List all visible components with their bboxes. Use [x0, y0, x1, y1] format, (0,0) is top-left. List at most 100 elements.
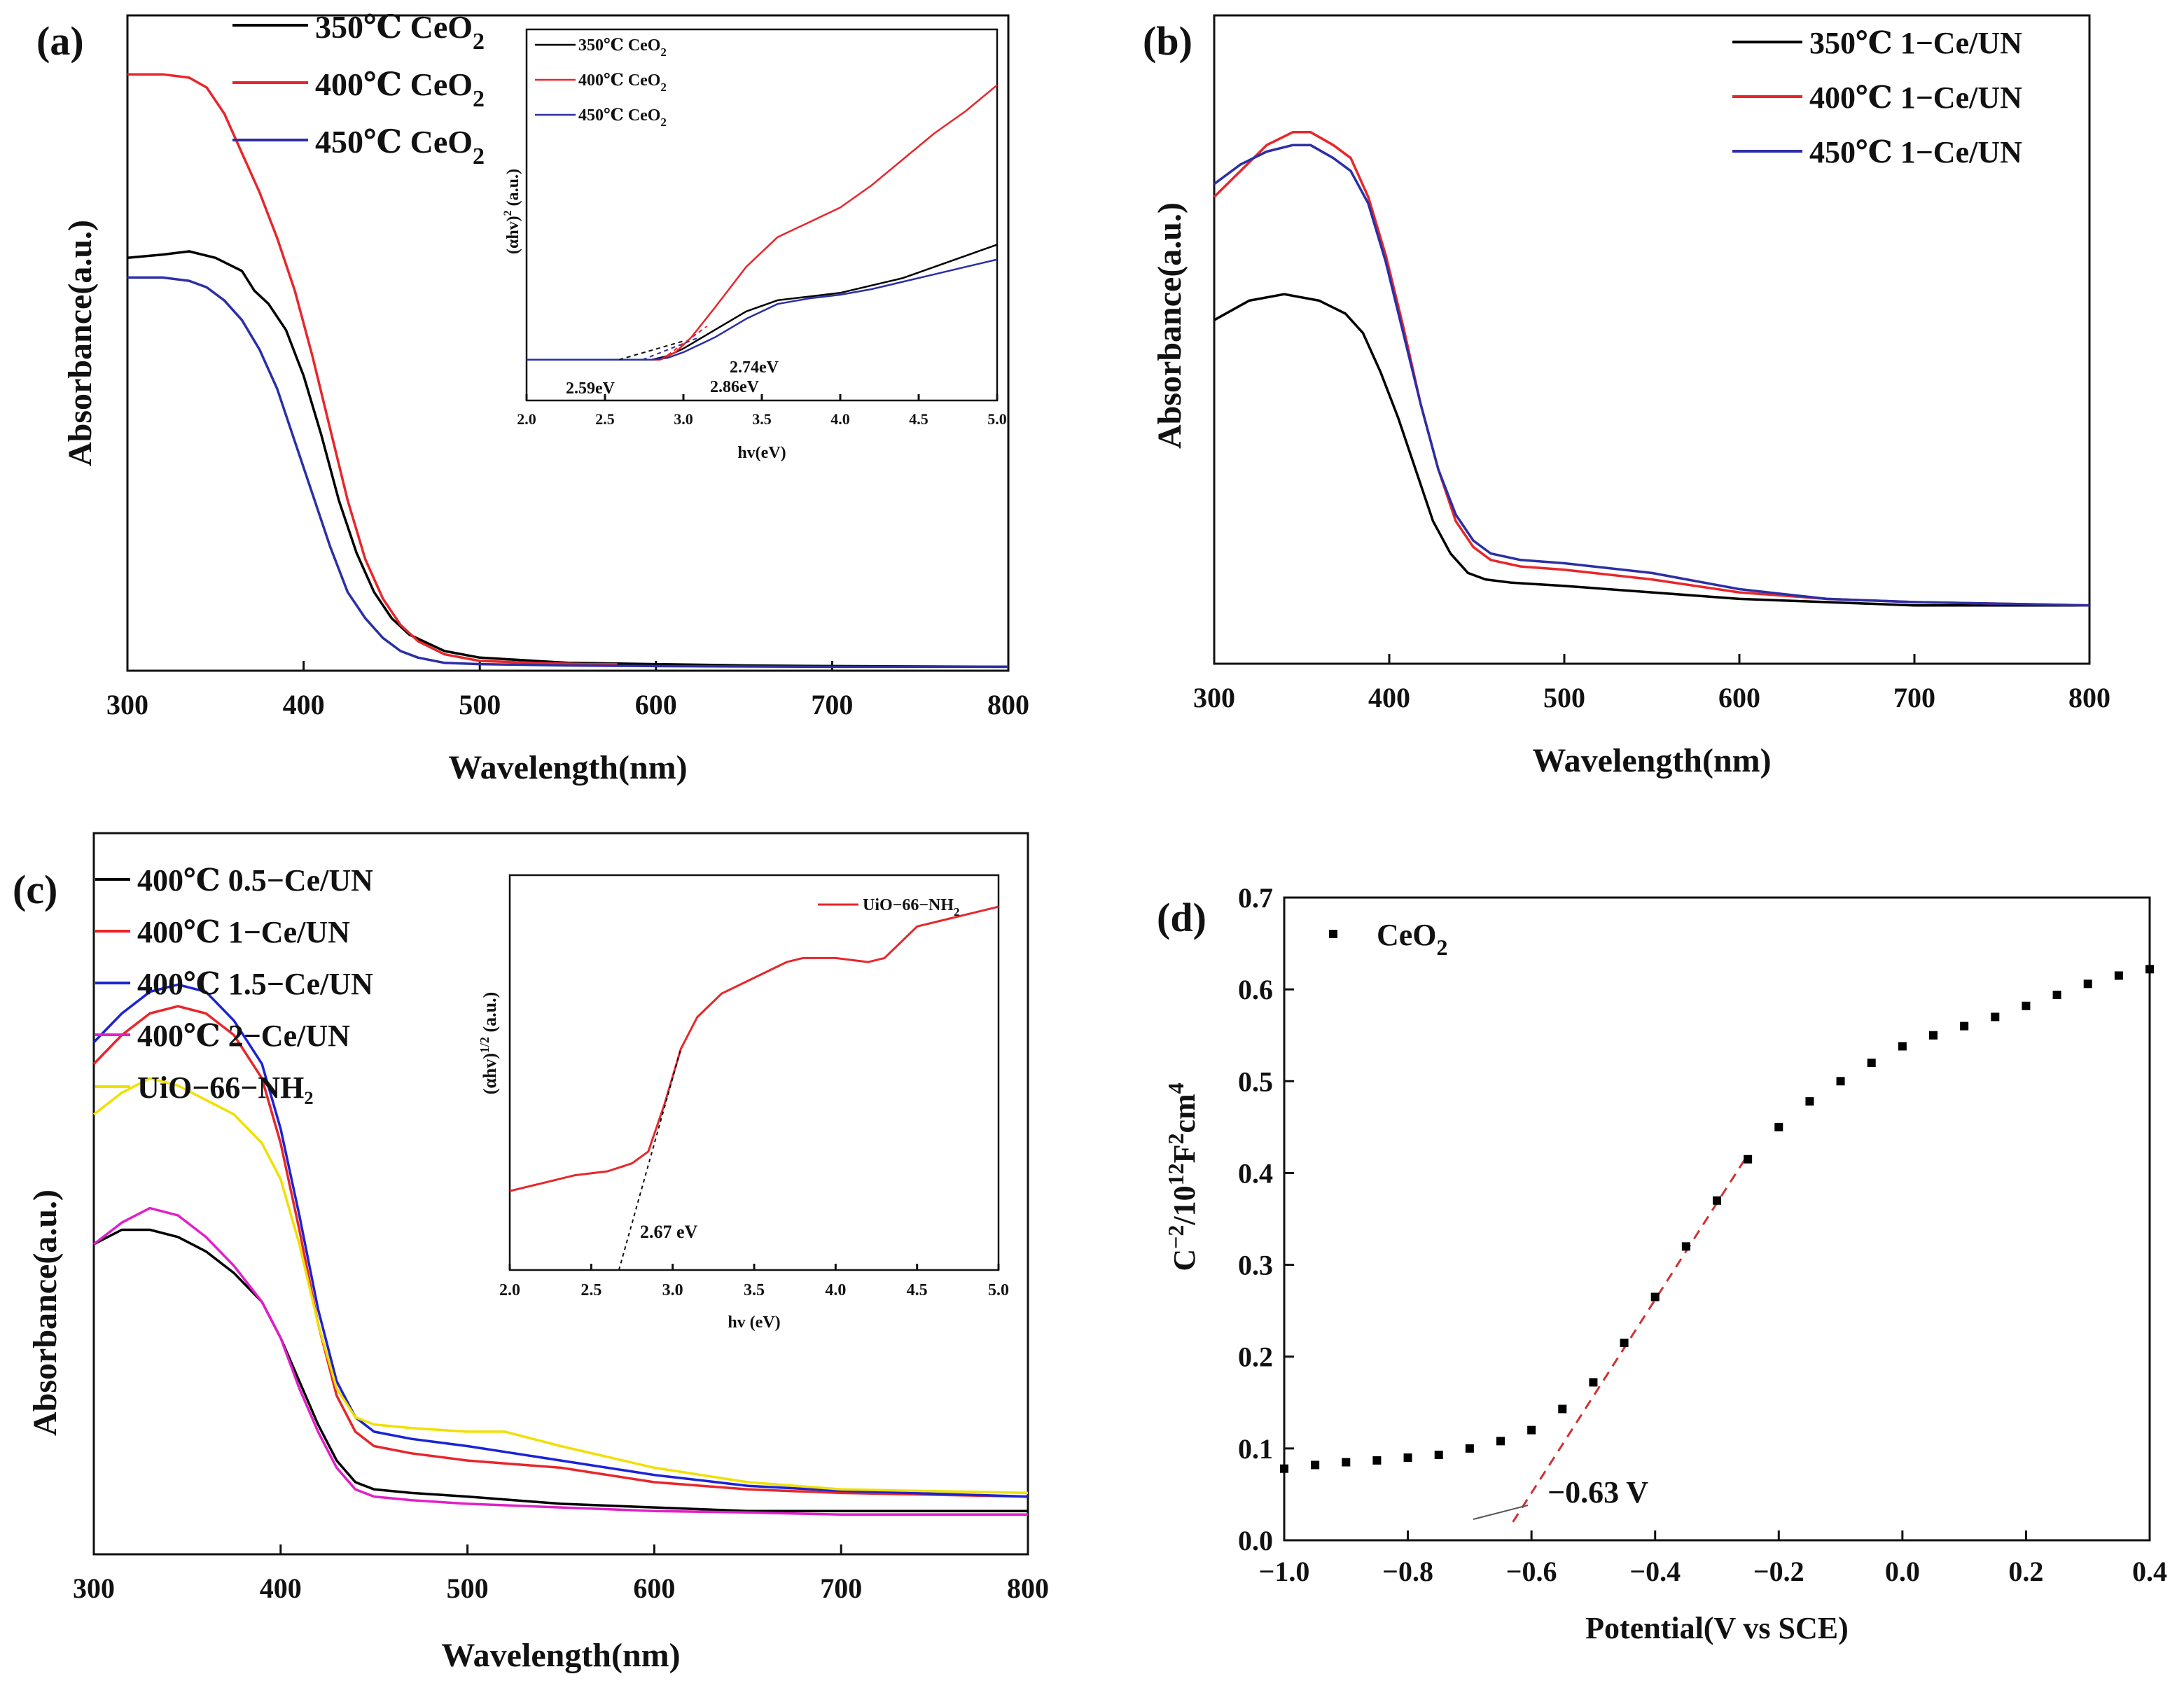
- data-point: [1805, 1097, 1814, 1106]
- y-axis-tick-label: 0.7: [1238, 882, 1273, 914]
- x-axis-label: Wavelength(nm): [448, 749, 687, 786]
- panel-label: (c): [13, 867, 57, 912]
- x-axis-tick-label: 300: [106, 689, 148, 720]
- x-axis-tick-label: 0.4: [2132, 1556, 2167, 1587]
- x-axis-tick-label: −1.0: [1259, 1556, 1310, 1587]
- x-axis-tick-label: 700: [1893, 682, 1935, 713]
- legend-entry: CeO2: [1377, 918, 1448, 960]
- legend-subscript: 2: [473, 144, 485, 169]
- plot-area: [1213, 14, 2091, 665]
- data-point: [1403, 1453, 1412, 1462]
- inset-legend-entry: 350℃ CeO2: [578, 36, 667, 59]
- y-axis-tick-label: 0.0: [1238, 1525, 1273, 1556]
- inset-tangent-line: [661, 326, 708, 361]
- annotation-text: −0.63 V: [1547, 1475, 1648, 1509]
- inset-x-axis-tick-label: 3.5: [752, 410, 772, 428]
- panel-b: (b) 300 400 500 600 700 800 Wavelength(nm) Absor…: [1143, 14, 2110, 779]
- legend-marker: [1329, 930, 1337, 938]
- inset-y-text: (αhv): [504, 216, 522, 254]
- inset-x-label: hv(eV): [737, 444, 786, 462]
- legend-entry: 400℃ 0.5−Ce/UN: [137, 863, 373, 898]
- data-point: [1527, 1425, 1536, 1435]
- plot-area: [92, 832, 1029, 1556]
- data-point: [2145, 965, 2154, 974]
- inset-frame: [508, 874, 1000, 1271]
- inset-y-unit: (a.u.): [504, 169, 522, 210]
- x-axis-tick-label: 300: [73, 1572, 115, 1604]
- x-axis-tick-label: 500: [1543, 682, 1585, 713]
- inset-legend-subscript: 2: [660, 81, 667, 94]
- data-point: [1311, 1460, 1320, 1470]
- inset-x-axis-tick-label: 5.0: [987, 410, 1007, 428]
- inset-x-axis-tick-label: 4.5: [907, 1281, 928, 1299]
- x-axis-tick-label: −0.6: [1506, 1556, 1557, 1587]
- x-axis-tick-label: −0.8: [1382, 1556, 1433, 1587]
- legend-entry: 400℃ CeO2: [315, 67, 485, 112]
- inset-x-axis-tick-label: 5.0: [988, 1281, 1009, 1299]
- x-axis-label: Potential(V vs SCE): [1585, 1611, 1849, 1645]
- x-axis-tick-label: 300: [1193, 682, 1235, 713]
- x-axis-tick-label: −0.4: [1629, 1556, 1681, 1587]
- data-point: [1744, 1155, 1753, 1164]
- y-label-sup2: 12: [1163, 1163, 1188, 1185]
- inset-y-label: (αhv)1/2 (a.u.): [478, 992, 500, 1095]
- data-point: [1434, 1451, 1443, 1460]
- inset-x-label: hv (eV): [728, 1313, 780, 1332]
- series-line-1: [1213, 130, 2090, 607]
- data-point: [2022, 1001, 2031, 1010]
- legend-entry: 400℃ 1.5−Ce/UN: [137, 967, 373, 1001]
- inset-annotation: 2.86eV: [710, 378, 760, 396]
- inset-y-unit: (a.u.): [480, 992, 500, 1037]
- data-point: [1589, 1378, 1598, 1387]
- x-axis-tick-label: 800: [987, 689, 1029, 720]
- x-axis-tick-label: −0.2: [1753, 1556, 1804, 1587]
- y-label-sup: −2: [1163, 1225, 1188, 1249]
- data-point: [1836, 1077, 1845, 1086]
- inset-x-axis-tick-label: 2.5: [595, 410, 615, 428]
- series-line-1: [127, 73, 618, 666]
- annotation-arrow: [1473, 1505, 1529, 1520]
- y-label-sup3: 2: [1163, 1134, 1188, 1145]
- series-line-2: [92, 983, 1029, 1498]
- inset-series-line-2: [527, 258, 998, 361]
- data-point: [1558, 1404, 1567, 1414]
- legend-subscript: 2: [1437, 935, 1448, 960]
- legend-subscript: 2: [473, 86, 485, 112]
- x-axis-tick-label: 700: [811, 689, 853, 720]
- y-axis-label: Absorbance(a.u.): [62, 220, 99, 466]
- panel-label: (a): [36, 18, 84, 64]
- inset-x-axis-tick-label: 2.0: [499, 1281, 520, 1299]
- data-point: [2052, 991, 2061, 1000]
- x-axis-tick-label: 500: [447, 1572, 489, 1604]
- data-point: [1774, 1122, 1783, 1131]
- inset-x-axis-tick-label: 3.0: [662, 1281, 683, 1299]
- x-axis-tick-label: 500: [459, 689, 501, 720]
- x-axis-label: Wavelength(nm): [1532, 742, 1771, 779]
- series-line-3: [92, 1206, 1028, 1516]
- inset-x-axis-tick-label: 4.0: [825, 1281, 846, 1299]
- x-axis-tick-label: 600: [635, 689, 677, 720]
- inset-tangent-line: [618, 1048, 682, 1271]
- y-label-cm: cm: [1167, 1094, 1202, 1133]
- inset-legend-entry: 450℃ CeO2: [578, 106, 667, 129]
- inset-legend-entry: 400℃ CeO2: [578, 71, 667, 94]
- data-point: [2083, 979, 2092, 989]
- x-axis-tick-label: 800: [1007, 1572, 1049, 1604]
- data-point: [1465, 1444, 1474, 1453]
- y-axis-tick-label: 0.3: [1238, 1250, 1273, 1281]
- inset-legend-subscript: 2: [660, 116, 667, 129]
- x-axis-label: Wavelength(nm): [441, 1637, 680, 1674]
- inset-legend-subscript: 2: [954, 905, 960, 919]
- panel-label: (d): [1157, 895, 1206, 940]
- x-axis-tick-label: 0.2: [2008, 1556, 2043, 1587]
- legend-entry: 350℃ CeO2: [315, 9, 485, 55]
- inset-y-label: (αhv)2 (a.u.): [502, 169, 522, 254]
- inset-y-sup: 2: [502, 210, 514, 216]
- data-point: [1991, 1012, 2000, 1021]
- x-axis-tick-label: 400: [260, 1572, 302, 1604]
- legend-entry: 450℃ CeO2: [315, 124, 485, 169]
- inset-y-text: (αhv): [480, 1053, 500, 1094]
- y-axis-label: C−2/1012F2cm4: [1163, 1082, 1202, 1271]
- series-line-4: [92, 1077, 1029, 1495]
